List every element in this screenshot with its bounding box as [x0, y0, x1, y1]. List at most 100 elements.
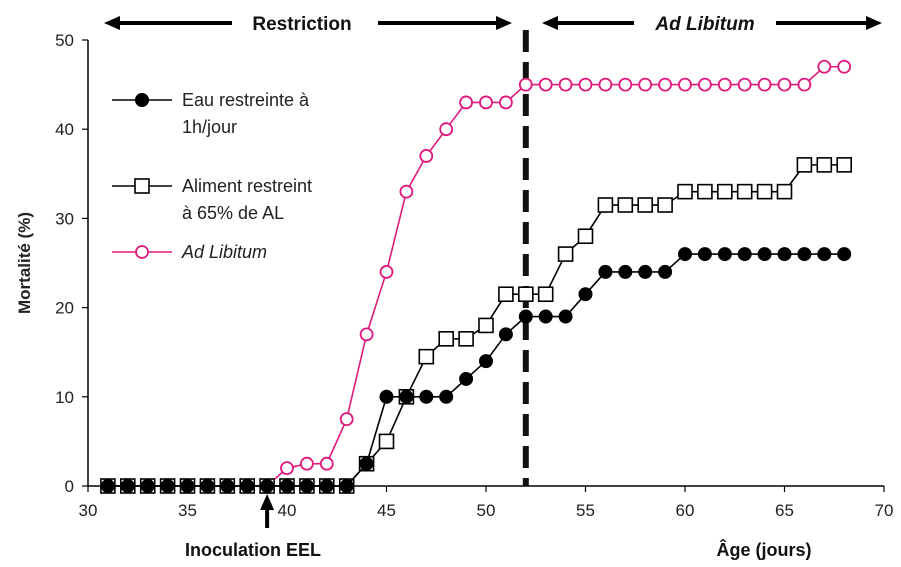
data-point [598, 264, 613, 279]
data-point [517, 286, 534, 303]
data-point [498, 95, 513, 110]
x-tick-label: 40 [278, 501, 297, 520]
restriction-arrow-left-head [104, 16, 120, 30]
legend-marker [134, 178, 150, 194]
x-tick-label: 70 [875, 501, 894, 520]
data-point [558, 309, 573, 324]
data-point [180, 479, 195, 493]
y-tick-label: 20 [55, 299, 74, 318]
data-point [339, 479, 354, 493]
data-point [439, 389, 454, 404]
series-line [107, 253, 845, 487]
data-point [776, 183, 793, 200]
data-point [220, 479, 235, 493]
x-tick-label: 35 [178, 501, 197, 520]
data-point [518, 309, 533, 324]
data-point [120, 479, 135, 493]
data-point [379, 265, 394, 279]
legend-marker [135, 93, 149, 107]
y-tick-label: 50 [55, 31, 74, 50]
legend-label: Eau restreinte à [182, 90, 310, 110]
data-point [598, 77, 613, 92]
data-point [478, 317, 494, 334]
data-point [658, 77, 672, 92]
inoculation-label: Inoculation EEL [185, 540, 321, 560]
data-point [479, 95, 493, 110]
data-point [618, 77, 633, 92]
data-point [280, 479, 294, 493]
legend-label: Ad Libitum [181, 242, 267, 262]
data-point [757, 247, 772, 262]
data-point [678, 247, 692, 262]
data-point [160, 479, 175, 493]
data-point [458, 331, 474, 347]
data-point [319, 456, 334, 471]
data-point [438, 331, 455, 347]
data-point [459, 95, 474, 110]
data-point [518, 77, 533, 92]
data-point [658, 264, 673, 279]
data-point [479, 354, 493, 369]
data-point [796, 157, 813, 173]
legend-label: à 65% de AL [182, 203, 284, 223]
data-point [200, 479, 215, 493]
data-point [557, 246, 574, 262]
data-point [498, 327, 513, 342]
data-point [697, 247, 712, 262]
data-point [797, 247, 812, 262]
phase-label-ad-libitum: Ad Libitum [654, 14, 754, 35]
data-point [537, 286, 554, 303]
legend-label: 1h/jour [182, 117, 237, 137]
data-point [399, 389, 414, 404]
data-point [399, 184, 414, 199]
data-point [736, 183, 753, 200]
data-point [618, 264, 633, 279]
data-point [637, 197, 654, 213]
legend-entry-2: Ad Libitum [112, 242, 267, 262]
data-point [359, 456, 374, 471]
data-point [299, 456, 314, 471]
data-point [677, 183, 693, 200]
data-point [419, 389, 434, 404]
x-axis-label: Âge (jours) [716, 539, 811, 560]
data-point [777, 247, 792, 262]
data-point [597, 197, 614, 213]
legend-entry-0: Eau restreinte à 1h/jour [112, 90, 310, 137]
data-point [678, 77, 692, 92]
data-point [837, 247, 852, 262]
series-group [100, 59, 853, 494]
data-point [558, 77, 573, 92]
series-0 [100, 247, 852, 493]
data-point [797, 77, 812, 92]
data-point [538, 77, 553, 92]
legend-marker [135, 245, 149, 259]
y-tick-label: 0 [65, 477, 74, 496]
data-point [777, 77, 792, 92]
data-point [737, 77, 752, 92]
data-point [577, 228, 594, 245]
data-point [578, 287, 593, 302]
data-point [657, 197, 673, 213]
data-point [756, 183, 773, 200]
data-point [240, 479, 255, 493]
data-point [717, 77, 732, 92]
data-point [439, 122, 454, 137]
data-point [578, 77, 593, 92]
data-point [817, 247, 832, 262]
data-point [697, 183, 713, 200]
data-point [716, 183, 733, 200]
data-point [498, 286, 514, 303]
data-point [717, 247, 732, 262]
data-point [638, 264, 653, 279]
data-point [418, 348, 435, 365]
adlib-arrow-left-head [542, 16, 558, 30]
y-axis-label: Mortalité (%) [15, 212, 34, 314]
legend: Eau restreinte à 1h/jour Aliment restreint… [112, 90, 312, 262]
inoculation-arrow-head [260, 494, 275, 510]
x-tick-label: 65 [775, 501, 794, 520]
data-point [319, 479, 334, 493]
data-point [419, 149, 434, 163]
data-point [378, 433, 395, 450]
